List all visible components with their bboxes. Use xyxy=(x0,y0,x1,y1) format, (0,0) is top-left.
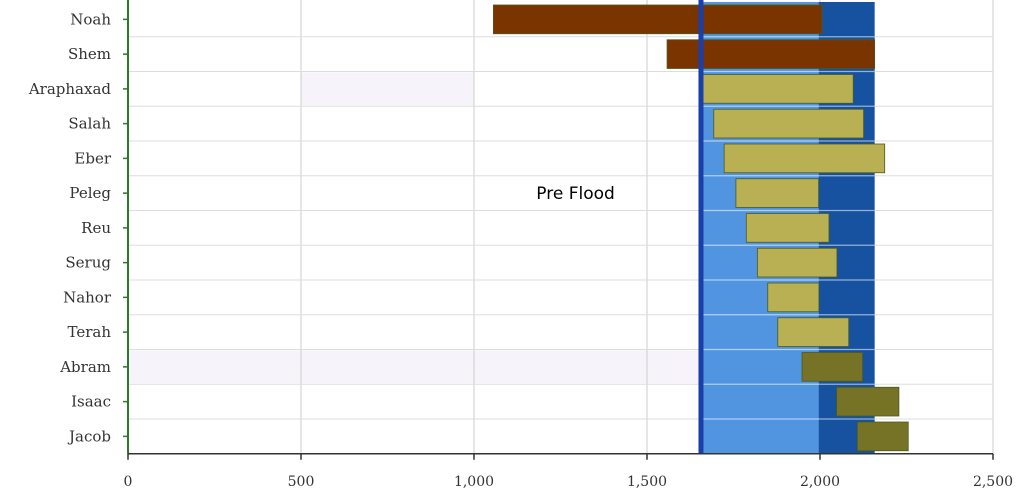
category-label: Serug xyxy=(65,254,111,272)
x-tick-label: 1,000 xyxy=(454,474,494,490)
category-label: Reu xyxy=(81,219,111,237)
bar-eber xyxy=(723,143,886,174)
category-label: Nahor xyxy=(63,288,112,306)
annotation-layer: Pre Flood xyxy=(536,184,615,204)
category-label: Isaac xyxy=(71,393,111,411)
bar-noah xyxy=(492,4,823,35)
bar-shem xyxy=(666,39,876,69)
bar-serug xyxy=(756,247,838,278)
category-label: Salah xyxy=(68,115,111,133)
row-shading-layer xyxy=(128,72,701,384)
x-tick-label: 1,500 xyxy=(627,474,667,490)
shaded-row-araphaxad xyxy=(301,72,474,106)
bar-terah xyxy=(777,317,850,347)
bar-layer xyxy=(492,4,909,452)
x-tick-label: 2,500 xyxy=(973,474,1013,490)
category-label: Peleg xyxy=(69,184,111,202)
x-tick-label: 0 xyxy=(124,474,133,490)
bar-reu xyxy=(745,213,830,243)
category-label: Jacob xyxy=(67,427,111,445)
x-tick-labels: 0 500 1,000 1,500 2,000 2,500 xyxy=(124,474,1014,490)
bar-abram xyxy=(801,352,863,382)
bar-araphaxad xyxy=(701,74,854,104)
bar-salah xyxy=(713,108,864,139)
bar-peleg xyxy=(735,178,820,208)
x-tick-label: 500 xyxy=(288,474,315,490)
shaded-row-abram xyxy=(128,350,701,384)
bar-jacob xyxy=(856,421,909,452)
axes-layer xyxy=(123,0,994,460)
category-label: Shem xyxy=(68,45,111,63)
x-tick-label: 2,000 xyxy=(800,474,840,490)
category-label: Noah xyxy=(70,10,111,28)
pre-flood-annotation: Pre Flood xyxy=(536,184,615,204)
category-label: Eber xyxy=(74,149,111,167)
category-label: Abram xyxy=(59,358,111,376)
bar-nahor xyxy=(767,282,820,313)
category-label: Araphaxad xyxy=(28,80,112,98)
category-labels: Noah Shem Araphaxad Salah Eber Peleg Reu Serug N… xyxy=(28,10,112,445)
category-label: Terah xyxy=(68,323,112,341)
bar-isaac xyxy=(836,386,900,417)
